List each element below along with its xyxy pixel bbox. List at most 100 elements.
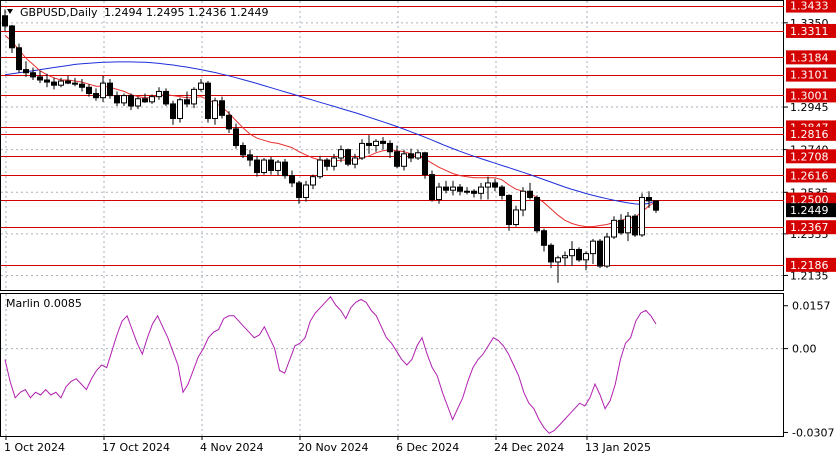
level-price-label: 1.2616: [790, 169, 829, 182]
candle-body: [471, 190, 477, 194]
level-price-box: [786, 168, 836, 183]
candle-body: [23, 69, 29, 74]
candle: [261, 157, 267, 175]
candle: [205, 81, 211, 123]
candle: [408, 148, 414, 163]
candle: [471, 189, 477, 198]
time-tick-label: 6 Dec 2024: [396, 441, 459, 454]
candle: [366, 135, 372, 154]
level-price-label: 1.3184: [790, 51, 829, 64]
level-price-box: [786, 88, 836, 103]
candle-body: [520, 190, 526, 211]
level-price-box: [786, 220, 836, 235]
candle-body: [569, 248, 575, 257]
candle-body: [170, 103, 176, 119]
candle-body: [149, 96, 155, 103]
candle-body: [184, 99, 190, 105]
candle: [359, 139, 365, 161]
candle-body: [380, 140, 386, 144]
level-price-box: [786, 126, 836, 141]
candle: [590, 239, 596, 265]
candle-body: [275, 161, 281, 171]
candle-body: [366, 142, 372, 147]
candle: [79, 78, 85, 92]
candle-body: [198, 82, 204, 90]
candle-body: [555, 257, 561, 263]
candle: [219, 96, 225, 119]
candle: [156, 87, 162, 100]
candle: [555, 255, 561, 283]
candle-body: [408, 153, 414, 159]
moving-averages: [4, 34, 657, 228]
collapse-triangle-icon[interactable]: [7, 9, 13, 14]
grid: [1, 1, 784, 436]
candle: [149, 94, 155, 104]
candle: [548, 243, 554, 269]
candle: [310, 174, 316, 190]
candle-body: [401, 153, 407, 167]
candle: [240, 142, 246, 158]
oscillator-line: [4, 295, 657, 434]
candle: [317, 155, 323, 179]
candle-body: [100, 82, 106, 99]
candle-body: [527, 190, 533, 198]
candle: [198, 78, 204, 92]
candle: [51, 77, 57, 90]
candle-body: [338, 149, 344, 159]
level-price-box: [786, 149, 836, 164]
candle-body: [9, 25, 15, 49]
candle-body: [534, 196, 540, 232]
candle-body: [345, 149, 351, 165]
candle: [569, 241, 575, 267]
candle: [520, 187, 526, 217]
candle: [576, 247, 582, 262]
candle: [597, 239, 603, 269]
candle-body: [611, 219, 617, 238]
candle-body: [205, 82, 211, 119]
candle: [352, 153, 358, 169]
candle: [37, 70, 43, 84]
level-price-labels: 1.34331.33111.31841.31011.30011.28471.28…: [786, 0, 836, 272]
candle-body: [352, 157, 358, 165]
candle-body: [443, 186, 449, 191]
candle: [268, 156, 274, 175]
level-price-label: 1.2367: [790, 221, 829, 234]
slow-ma-line: [4, 61, 657, 206]
candle-body: [415, 152, 421, 159]
candle: [107, 78, 113, 99]
candle-body: [44, 79, 50, 83]
level-price-label: 1.3101: [790, 69, 829, 82]
candle-body: [317, 159, 323, 178]
level-price-label: 1.2816: [790, 128, 829, 141]
candle: [345, 148, 351, 167]
candle-body: [128, 95, 134, 107]
candle: [135, 96, 141, 110]
candle-body: [457, 186, 463, 192]
candle: [618, 214, 624, 235]
candle: [562, 251, 568, 267]
candle-body: [548, 244, 554, 263]
candle-body: [373, 140, 379, 146]
last-price-box: [786, 203, 836, 218]
candle: [527, 182, 533, 200]
candle: [170, 100, 176, 125]
candle-body: [212, 100, 218, 119]
candle-body: [394, 151, 400, 167]
candle-body: [86, 86, 92, 95]
candle-body: [142, 98, 148, 103]
candle-body: [114, 95, 120, 104]
candle-body: [296, 182, 302, 198]
candle-body: [590, 240, 596, 255]
candle: [394, 145, 400, 169]
candle-body: [2, 15, 8, 27]
oscillator-tick-label: 0.00: [792, 343, 817, 356]
candle: [226, 111, 232, 134]
candle-body: [310, 176, 316, 186]
level-price-label: 1.3001: [790, 89, 829, 102]
candle-body: [618, 219, 624, 234]
level-price-box: [786, 67, 836, 82]
candle: [646, 191, 652, 208]
candle-body: [478, 186, 484, 194]
candle: [387, 140, 393, 158]
